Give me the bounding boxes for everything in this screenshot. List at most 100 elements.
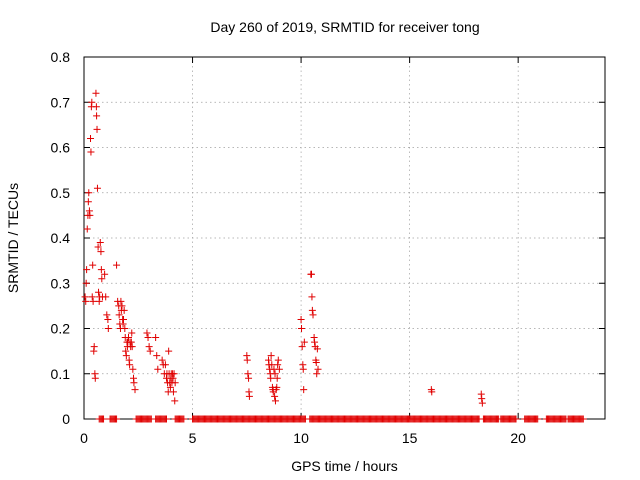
data-point [98, 275, 106, 283]
data-point [91, 374, 99, 382]
data-point [245, 374, 253, 382]
data-point [244, 370, 252, 378]
data-point [85, 189, 93, 197]
data-point [300, 386, 308, 394]
data-point [308, 306, 316, 314]
data-point-zero [180, 415, 188, 423]
x-tick-label: 15 [402, 430, 418, 446]
data-point [102, 293, 110, 301]
data-point [154, 365, 162, 373]
data-point [275, 365, 283, 373]
data-point [128, 329, 136, 337]
x-tick-label: 20 [510, 430, 526, 446]
data-point [309, 311, 317, 319]
grid [84, 57, 605, 419]
data-point [308, 270, 316, 278]
data-point [298, 325, 306, 332]
data-series [81, 89, 587, 423]
data-point [273, 374, 281, 382]
data-point [92, 103, 100, 111]
data-point [97, 266, 105, 274]
data-point [92, 89, 100, 97]
data-point [90, 343, 98, 351]
data-point [245, 392, 253, 400]
data-point [274, 361, 282, 369]
data-point [87, 134, 95, 142]
data-point [129, 365, 137, 373]
data-point [125, 334, 133, 342]
data-point [166, 383, 174, 391]
data-point [161, 361, 169, 369]
data-point [127, 338, 135, 346]
data-point [299, 365, 307, 373]
data-point [267, 352, 275, 360]
data-point [93, 125, 101, 133]
y-tick-label: 0.8 [51, 49, 71, 65]
data-point [298, 343, 306, 351]
data-point [144, 334, 152, 342]
data-point [95, 288, 103, 296]
x-tick-label: 10 [293, 430, 309, 446]
data-point [104, 325, 112, 332]
data-point [87, 148, 95, 156]
data-point [268, 361, 276, 369]
data-point [117, 297, 125, 305]
x-tick-label: 5 [189, 430, 197, 446]
x-tick-label: 0 [80, 430, 88, 446]
data-point-zero [100, 415, 108, 423]
y-tick-label: 0.4 [51, 230, 71, 246]
data-point [311, 338, 319, 346]
data-point [115, 311, 123, 319]
y-tick-label: 0.5 [51, 185, 71, 201]
data-point [478, 395, 486, 403]
data-point [83, 266, 91, 274]
data-point [89, 261, 97, 269]
y-axis-label: SRMTID / TECUs [5, 183, 21, 293]
data-point [273, 383, 281, 391]
y-tick-label: 0 [62, 411, 70, 427]
data-point [122, 347, 130, 355]
data-point [152, 334, 160, 342]
data-point [118, 302, 126, 310]
data-point [169, 374, 177, 382]
data-point [308, 293, 316, 301]
x-axis-label: GPS time / hours [291, 458, 398, 474]
data-point [94, 243, 102, 251]
data-point [313, 345, 321, 353]
data-point [83, 225, 91, 233]
y-tick-label: 0.3 [51, 275, 71, 291]
y-tick-label: 0.6 [51, 140, 71, 156]
data-point [103, 311, 111, 319]
data-point [82, 279, 90, 287]
data-point [153, 352, 161, 360]
data-point [274, 356, 282, 364]
data-point [81, 293, 89, 301]
data-point [131, 386, 139, 394]
data-point [171, 397, 179, 405]
data-point [300, 338, 308, 346]
data-point [88, 98, 96, 106]
data-point-zero [113, 415, 121, 423]
data-point [121, 325, 129, 332]
data-point [271, 370, 279, 378]
data-point [93, 184, 101, 192]
data-point-zero [534, 415, 542, 423]
data-point [314, 365, 322, 373]
data-point [104, 315, 112, 323]
data-point [267, 374, 275, 382]
data-point [297, 315, 305, 323]
data-point [89, 297, 97, 305]
data-point [165, 347, 173, 355]
data-point [428, 388, 436, 396]
data-point [120, 306, 128, 314]
data-point [120, 315, 128, 323]
y-tick-label: 0.7 [51, 94, 71, 110]
data-point [96, 239, 104, 247]
data-point [97, 248, 105, 256]
data-point-zero [162, 415, 170, 423]
data-point [313, 370, 321, 378]
data-point [312, 358, 320, 366]
data-point [170, 370, 178, 378]
data-point [243, 356, 251, 364]
